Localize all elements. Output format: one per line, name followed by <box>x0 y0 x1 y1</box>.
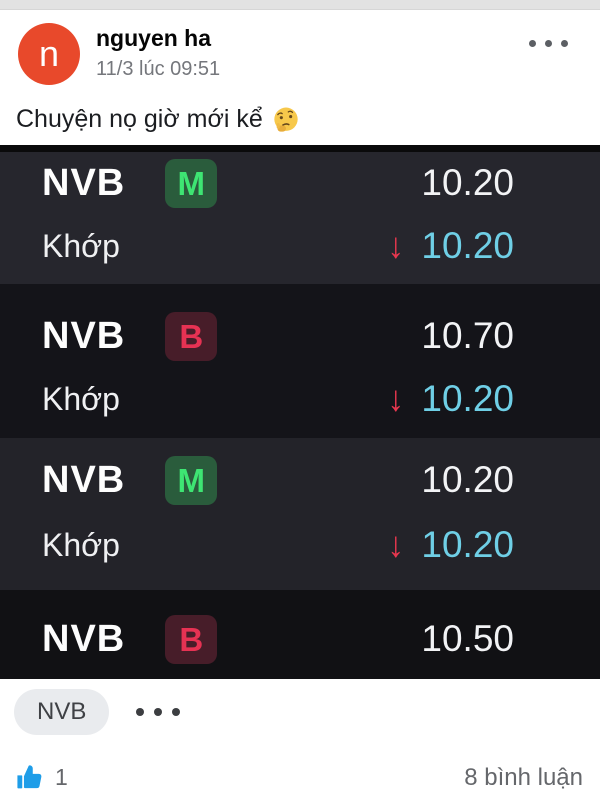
order-price: 10.20 <box>421 162 514 203</box>
thumbs-up-icon <box>17 765 42 789</box>
match-label: Khớp <box>42 380 120 417</box>
more-options-icon[interactable] <box>130 702 186 722</box>
device-status-strip <box>0 0 600 10</box>
down-arrow-icon: ↓ <box>387 378 405 419</box>
match-price: 10.20 <box>421 225 514 266</box>
post-footer: 1 8 bình luận <box>0 763 600 792</box>
like-summary[interactable]: 1 <box>15 763 68 792</box>
image-border <box>0 145 600 152</box>
ticker-symbol: NVB <box>42 314 126 357</box>
username-link[interactable]: nguyen ha <box>96 25 212 51</box>
avatar[interactable]: n <box>18 23 80 85</box>
ticker-symbol: NVB <box>42 458 126 501</box>
side-badge-sell: B <box>165 311 218 361</box>
post-options-icon[interactable] <box>523 34 574 53</box>
comments-count-link[interactable]: 8 bình luận <box>464 763 583 791</box>
ticker-symbol: NVB <box>42 617 126 660</box>
post-meta: nguyen ha 11/3 lúc 09:51 <box>96 23 220 81</box>
side-badge-sell: B <box>165 614 218 664</box>
match-price: 10.20 <box>421 378 514 419</box>
down-arrow-icon: ↓ <box>387 225 405 266</box>
post-text: Chuyện nọ giờ mới kể <box>16 105 263 133</box>
tag-row: NVB <box>0 679 600 735</box>
stock-row: NVB M 10.20 Khớp ↓ 10.20 <box>0 152 600 284</box>
avatar-letter: n <box>38 33 60 74</box>
order-price: 10.50 <box>421 618 514 659</box>
down-arrow-icon: ↓ <box>387 524 405 565</box>
post-image-stock-screenshot[interactable]: NVB M 10.20 Khớp ↓ 10.20 NVB B 10.70 Khớ… <box>0 145 600 679</box>
like-count: 1 <box>55 764 68 790</box>
ticker-symbol: NVB <box>42 161 126 204</box>
stock-row: NVB B 10.50 <box>0 590 600 679</box>
stock-row: NVB B 10.70 Khớp ↓ 10.20 <box>0 284 600 438</box>
order-price: 10.20 <box>421 459 514 500</box>
post-body: Chuyện nọ giờ mới kể <box>0 85 600 139</box>
match-price: 10.20 <box>421 524 514 565</box>
match-label: Khớp <box>42 227 120 264</box>
stock-row: NVB M 10.20 Khớp ↓ 10.20 <box>0 438 600 590</box>
ticker-tag-pill[interactable]: NVB <box>14 689 110 735</box>
match-label: Khớp <box>42 526 120 563</box>
order-price: 10.70 <box>421 315 514 356</box>
thinking-face-emoji <box>274 107 298 132</box>
post-timestamp[interactable]: 11/3 lúc 09:51 <box>96 57 221 80</box>
post-header: n nguyen ha 11/3 lúc 09:51 <box>0 10 600 85</box>
side-badge-buy: M <box>165 158 218 208</box>
side-badge-buy: M <box>165 455 218 505</box>
